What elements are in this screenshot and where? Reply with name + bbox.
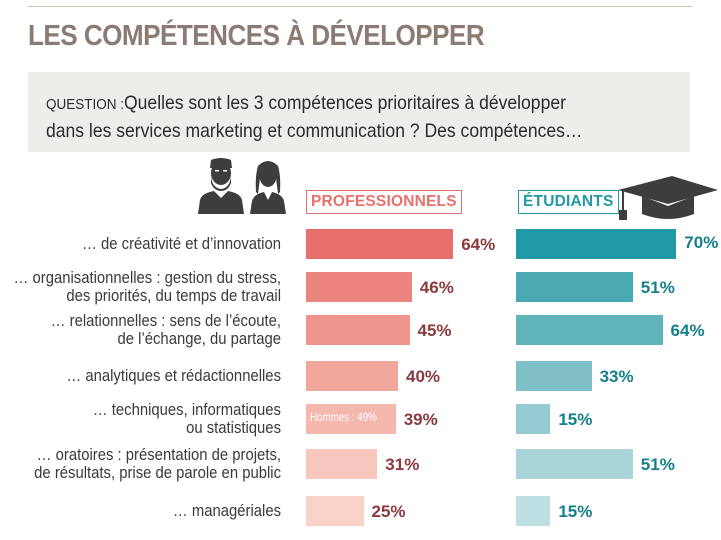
bar-etudiants (516, 496, 551, 526)
value-label-professionnels: 46% (419, 278, 454, 297)
category-label: … organisationnelles : gestion du stress… (11, 269, 281, 305)
bar-etudiants (516, 404, 551, 434)
category-label-line: ou statistiques (186, 419, 281, 437)
bar-annotation: Hommes : 49% (310, 412, 377, 424)
page-title: LES COMPÉTENCES À DÉVELOPPER (28, 20, 485, 52)
bar-etudiants (516, 315, 663, 345)
question-line-1: Quelles sont les 3 compétences prioritai… (124, 92, 566, 114)
bar-professionnels (306, 315, 410, 345)
value-label-professionnels: 64% (461, 235, 496, 254)
category-label: … managériales (11, 502, 281, 520)
question-label: QUESTION : (46, 96, 125, 113)
category-label-line: … oratoires : présentation de projets, (36, 446, 281, 464)
category-label-line: … techniques, informatiques (92, 401, 281, 419)
bar-professionnels (306, 496, 364, 526)
value-label-professionnels: 40% (406, 367, 441, 386)
value-label-etudiants: 15% (558, 410, 593, 429)
category-label-line: des priorités, du temps de travail (66, 287, 281, 305)
value-label-professionnels: 45% (417, 321, 452, 340)
mortarboard-icon (618, 176, 718, 220)
category-label: … oratoires : présentation de projets, de… (11, 446, 281, 482)
category-label: … techniques, informatiques ou statistiqu… (11, 401, 281, 437)
value-label-etudiants: 15% (558, 502, 593, 521)
top-rule (28, 6, 692, 7)
category-label-line: … organisationnelles : gestion du stress… (13, 269, 281, 287)
legend-etudiants: ÉTUDIANTS (518, 190, 619, 214)
bar-etudiants (516, 272, 633, 302)
bar-etudiants (516, 229, 677, 259)
bar-professionnels (306, 404, 396, 434)
value-label-etudiants: 33% (599, 367, 634, 386)
category-label-line: de l’échange, du partage (117, 330, 281, 348)
value-label-professionnels: 25% (371, 502, 406, 521)
bar-professionnels (306, 272, 412, 302)
category-label: … relationnelles : sens de l’écoute, de l… (11, 312, 281, 348)
value-label-etudiants: 51% (640, 455, 675, 474)
question-line-2: dans les services marketing et communica… (46, 120, 583, 142)
bar-etudiants (516, 361, 592, 391)
question-text: QUESTION :Quelles sont les 3 compétences… (46, 90, 622, 144)
bar-professionnels (306, 229, 454, 259)
category-label: … analytiques et rédactionnelles (11, 367, 281, 385)
legend-professionnels: PROFESSIONNELS (306, 190, 462, 214)
value-label-professionnels: 39% (403, 410, 438, 429)
value-label-etudiants: 51% (640, 278, 675, 297)
bar-professionnels (306, 449, 378, 479)
category-label-line: … analytiques et rédactionnelles (66, 367, 281, 385)
bar-etudiants (516, 449, 633, 479)
category-label-line: … de créativité et d’innovation (82, 235, 282, 253)
question-box: QUESTION :Quelles sont les 3 compétences… (28, 72, 690, 152)
category-label: … de créativité et d’innovation (11, 235, 281, 253)
value-label-professionnels: 31% (385, 455, 420, 474)
category-label-line: … relationnelles : sens de l’écoute, (50, 312, 282, 330)
bar-professionnels (306, 361, 398, 391)
category-label-line: de résultats, prise de parole en public (34, 464, 281, 482)
man-woman-icon (198, 158, 286, 214)
value-label-etudiants: 70% (684, 233, 719, 252)
category-label-line: … managériales (172, 502, 281, 520)
value-label-etudiants: 64% (670, 321, 705, 340)
